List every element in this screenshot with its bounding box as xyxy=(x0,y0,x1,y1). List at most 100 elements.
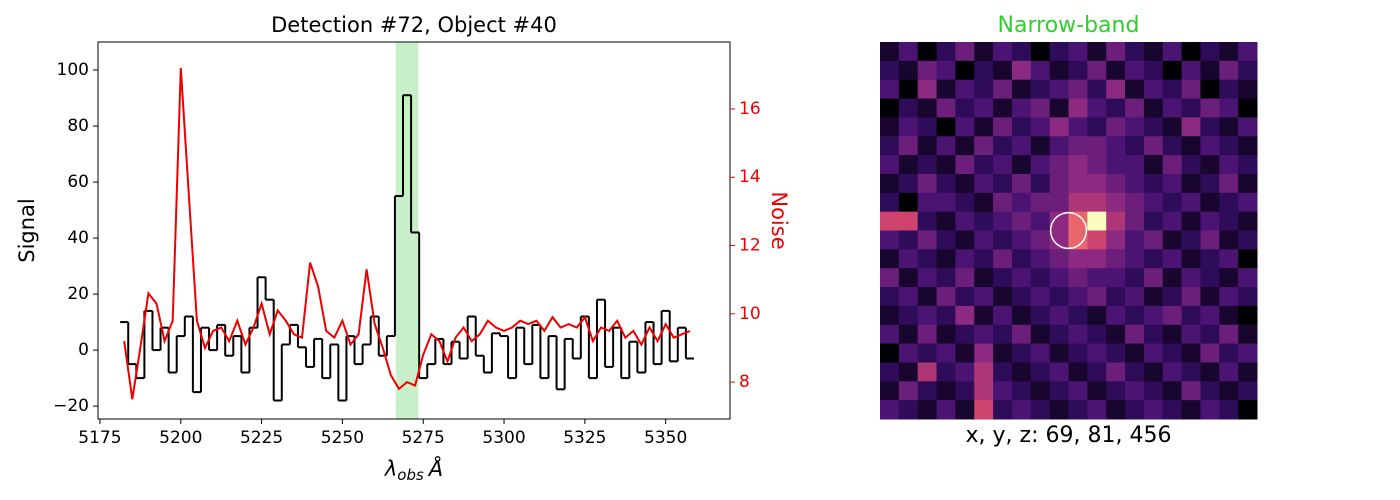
pixel xyxy=(1200,343,1220,363)
pixel xyxy=(1219,211,1239,231)
pixel xyxy=(936,400,956,420)
pixel xyxy=(1106,324,1126,345)
pixel xyxy=(1162,155,1183,175)
pixel xyxy=(880,211,900,231)
pixel xyxy=(974,192,994,213)
pixel xyxy=(1068,60,1088,81)
pixel xyxy=(1125,98,1145,118)
pixel xyxy=(1181,381,1201,401)
pixel xyxy=(880,249,900,269)
pixel xyxy=(936,60,956,81)
pixel xyxy=(1068,400,1088,420)
pixel xyxy=(1087,324,1107,345)
pixel xyxy=(917,268,938,288)
pixel xyxy=(936,305,956,326)
pixel xyxy=(1143,400,1164,420)
pixel xyxy=(1030,343,1051,363)
x-label-subscript: obs xyxy=(397,466,424,484)
pixel xyxy=(1219,249,1239,269)
pixel xyxy=(955,249,975,269)
pixel xyxy=(880,192,900,213)
pixel xyxy=(1219,362,1239,382)
pixel xyxy=(1030,117,1051,137)
pixel xyxy=(936,211,956,231)
pixel xyxy=(1106,211,1126,231)
pixel xyxy=(1143,155,1164,175)
pixel xyxy=(1068,136,1088,156)
x-tick-label: 5200 xyxy=(159,428,202,448)
pixel xyxy=(1087,136,1107,156)
pixel xyxy=(1087,192,1107,213)
pixel xyxy=(1143,305,1164,326)
pixel xyxy=(1068,343,1088,363)
pixel xyxy=(880,305,900,326)
pixel xyxy=(1200,173,1220,194)
pixel xyxy=(1219,42,1239,62)
pixel xyxy=(1106,98,1126,118)
pixel xyxy=(1106,249,1126,269)
pixel xyxy=(1087,249,1107,269)
pixel xyxy=(1049,173,1069,194)
pixel xyxy=(955,305,975,326)
pixel xyxy=(936,192,956,213)
pixel xyxy=(1087,98,1107,118)
pixel xyxy=(1181,117,1201,137)
pixel xyxy=(1049,324,1069,345)
y-tick-label: 0 xyxy=(78,340,89,360)
pixel xyxy=(1200,60,1220,81)
pixel xyxy=(1143,192,1164,213)
pixel xyxy=(1219,287,1239,307)
pixel xyxy=(898,305,919,326)
x-label-unit: Å xyxy=(427,455,443,481)
y-tick-label: 40 xyxy=(67,228,89,248)
pixel xyxy=(993,305,1013,326)
pixel xyxy=(1238,230,1258,250)
pixel xyxy=(1030,211,1051,231)
pixel xyxy=(1181,60,1201,81)
pixel xyxy=(1030,136,1051,156)
pixel xyxy=(1238,287,1258,307)
pixel xyxy=(1238,249,1258,269)
pixel xyxy=(1106,155,1126,175)
pixel xyxy=(1238,42,1258,62)
pixel xyxy=(993,42,1013,62)
pixel xyxy=(1125,268,1145,288)
pixel xyxy=(936,381,956,401)
pixel xyxy=(1162,249,1183,269)
pixel xyxy=(993,98,1013,118)
pixel xyxy=(1143,324,1164,345)
pixel xyxy=(1011,211,1032,231)
y2-tick-label: 14 xyxy=(739,167,761,187)
pixel xyxy=(936,324,956,345)
pixel xyxy=(1162,400,1183,420)
pixel xyxy=(1238,305,1258,326)
pixel xyxy=(993,117,1013,137)
pixel xyxy=(993,324,1013,345)
pixel xyxy=(1068,42,1088,62)
pixel xyxy=(1049,192,1069,213)
pixel xyxy=(1238,362,1258,382)
pixel xyxy=(1106,42,1126,62)
pixel xyxy=(1162,173,1183,194)
pixel xyxy=(917,324,938,345)
pixel xyxy=(1030,287,1051,307)
pixel xyxy=(917,400,938,420)
pixel xyxy=(1068,381,1088,401)
pixel xyxy=(1162,79,1183,100)
pixel xyxy=(936,287,956,307)
pixel xyxy=(1087,60,1107,81)
pixel xyxy=(1049,117,1069,137)
pixel xyxy=(1162,324,1183,345)
pixel xyxy=(880,287,900,307)
pixel xyxy=(1030,42,1051,62)
pixel xyxy=(917,136,938,156)
pixel xyxy=(955,211,975,231)
pixel xyxy=(1049,400,1069,420)
y2-tick-label: 12 xyxy=(739,236,761,256)
pixel xyxy=(1181,192,1201,213)
pixel xyxy=(1162,268,1183,288)
y-tick-label: 80 xyxy=(67,116,89,136)
pixel xyxy=(1030,324,1051,345)
pixel xyxy=(1143,136,1164,156)
pixel xyxy=(1068,268,1088,288)
